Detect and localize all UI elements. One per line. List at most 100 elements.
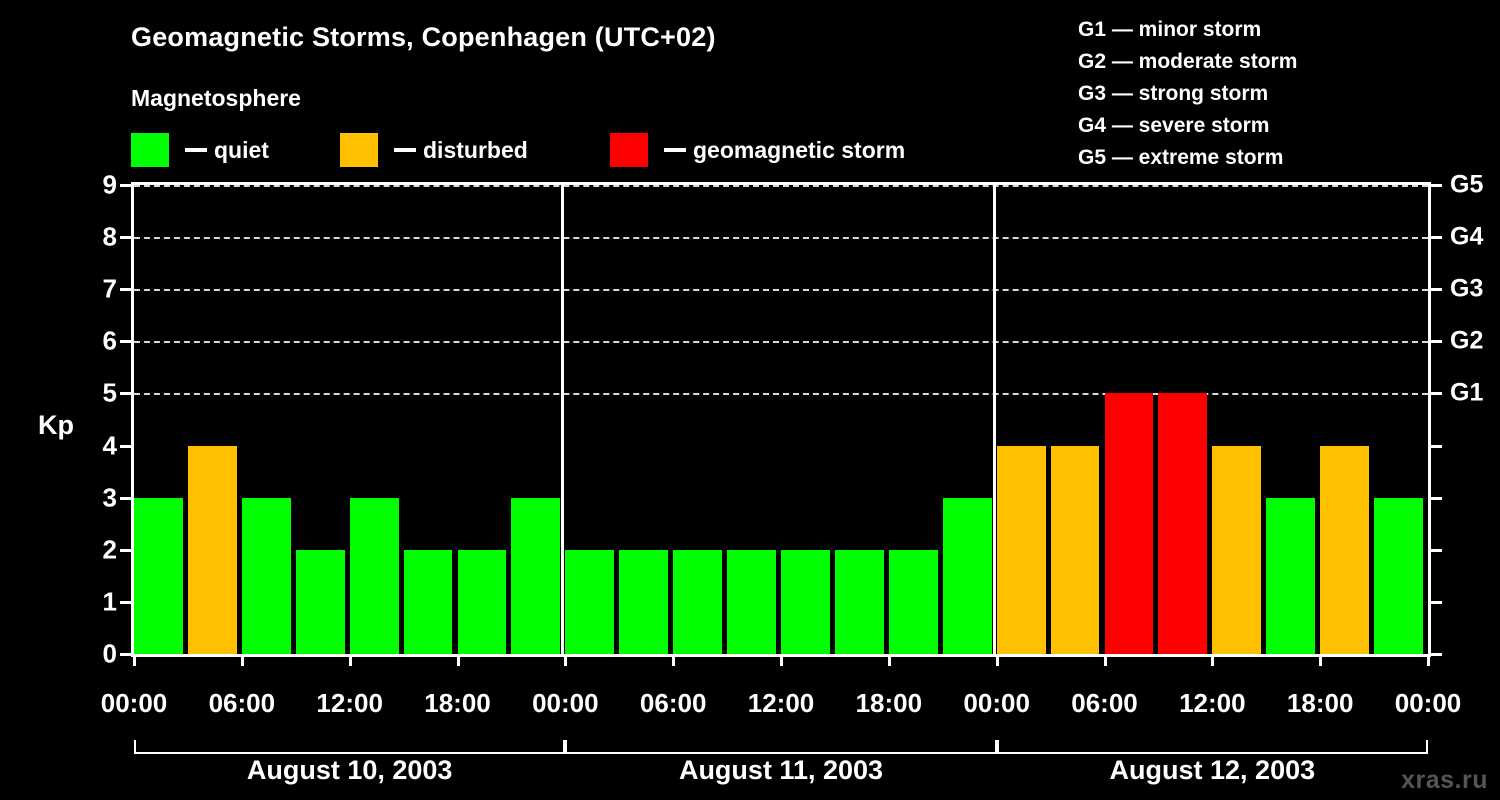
- bar: [888, 549, 938, 654]
- day-caption: August 10, 2003: [246, 755, 453, 785]
- kp-tick-label-0: 0: [102, 638, 117, 669]
- gridline-kp-6: [134, 341, 1428, 344]
- g-tick-mark: [1429, 288, 1442, 292]
- time-tick-mark: [348, 654, 352, 666]
- kp-tick-mark: [120, 236, 133, 240]
- storm-swatch: [610, 133, 648, 167]
- time-tick-label: 06:00: [1071, 688, 1138, 718]
- kp-tick-mark: [120, 653, 133, 656]
- time-tick-label: 12:00: [1179, 688, 1246, 718]
- g-tick-mark: [1429, 392, 1442, 396]
- time-tick-label: 00:00: [100, 688, 168, 718]
- bar: [1050, 445, 1100, 654]
- bar: [781, 549, 830, 654]
- kp-tick-label-9: 9: [102, 169, 117, 200]
- quiet-swatch: [131, 133, 169, 167]
- time-tick-mark: [780, 654, 783, 666]
- g-minor-tick-mark: [1429, 496, 1442, 500]
- time-tick-label: 06:00: [639, 688, 707, 718]
- bar: [565, 549, 615, 654]
- g-scale-line-2: G2 — moderate storm: [1078, 50, 1298, 73]
- legend-dash-icon: [664, 148, 686, 152]
- g-scale-line-1: G1 — minor storm: [1078, 18, 1262, 41]
- time-tick-mark: [995, 654, 999, 666]
- bar: [295, 549, 345, 654]
- g-tick-mark: [1429, 340, 1442, 344]
- bar: [457, 549, 507, 654]
- kp-tick-mark: [120, 444, 133, 448]
- time-tick-label: 18:00: [855, 688, 923, 718]
- legend-item-1: disturbed: [340, 132, 528, 168]
- bar: [241, 497, 291, 654]
- bar: [349, 497, 399, 654]
- g-tick-label-G2: G2: [1450, 326, 1484, 355]
- chart-subtitle: Magnetosphere: [131, 85, 301, 111]
- day-bracket: [565, 740, 997, 754]
- kp-tick-label-1: 1: [102, 586, 117, 617]
- legend-label: disturbed: [423, 136, 528, 163]
- g-tick-mark: [1429, 236, 1442, 240]
- bar: [619, 549, 669, 654]
- bar: [511, 497, 561, 654]
- time-tick-label: 00:00: [1394, 688, 1462, 718]
- g-scale-legend: G1 — minor storm G2 — moderate storm G3 — …: [1078, 14, 1297, 174]
- kp-tick-mark: [120, 600, 133, 604]
- kp-tick-label-4: 4: [102, 430, 117, 461]
- day-caption: August 12, 2003: [1109, 755, 1316, 785]
- day-caption: August 11, 2003: [678, 755, 884, 785]
- day-bracket: [134, 740, 566, 754]
- time-tick-mark: [1211, 654, 1215, 666]
- g-minor-tick-mark: [1429, 548, 1442, 552]
- g-tick-mark: [1429, 184, 1442, 187]
- page-title: Geomagnetic Storms, Copenhagen (UTC+02): [131, 22, 716, 52]
- bar: [942, 497, 992, 654]
- legend-item-2: geomagnetic storm: [610, 132, 905, 168]
- plot-area: [131, 182, 1431, 657]
- bar: [1158, 393, 1208, 654]
- kp-tick-mark: [120, 340, 133, 344]
- time-tick-label: 06:00: [208, 688, 276, 718]
- time-tick-mark: [133, 654, 136, 666]
- gridline-kp-5: [134, 393, 1428, 396]
- g-minor-tick-mark: [1429, 444, 1442, 448]
- g-tick-label-G1: G1: [1450, 378, 1484, 407]
- disturbed-swatch: [340, 133, 378, 167]
- time-tick-mark: [1103, 654, 1107, 666]
- kp-tick-mark: [120, 184, 133, 187]
- bar: [673, 549, 723, 654]
- kp-tick-label-2: 2: [102, 534, 117, 565]
- bar: [134, 497, 183, 654]
- bar: [996, 445, 1046, 654]
- bar: [1374, 497, 1423, 654]
- time-tick-mark: [672, 654, 676, 666]
- kp-tick-label-5: 5: [102, 377, 117, 408]
- bar: [187, 445, 237, 654]
- bar: [1266, 497, 1316, 654]
- kp-tick-label-8: 8: [102, 221, 117, 252]
- kp-tick-label-7: 7: [102, 273, 117, 304]
- time-tick-mark: [1427, 654, 1430, 666]
- g-tick-label-G4: G4: [1450, 222, 1484, 251]
- watermark: xras.ru: [1401, 766, 1488, 794]
- day-separator: [561, 185, 565, 654]
- gridline-kp-8: [134, 237, 1428, 240]
- time-tick-label: 18:00: [424, 688, 491, 718]
- g-minor-tick-mark: [1429, 600, 1442, 604]
- kp-tick-label-3: 3: [102, 482, 117, 513]
- time-tick-label: 12:00: [747, 688, 815, 718]
- kp-tick-mark: [120, 496, 133, 500]
- bar: [727, 549, 776, 654]
- gridline-kp-7: [134, 289, 1428, 292]
- legend-item-0: quiet: [131, 132, 269, 168]
- time-tick-mark: [887, 654, 891, 666]
- plot-inner: [134, 185, 1428, 654]
- g-tick-label-G3: G3: [1450, 274, 1484, 303]
- time-tick-mark: [240, 654, 244, 666]
- kp-tick-mark: [120, 548, 133, 552]
- time-tick-mark: [1319, 654, 1323, 666]
- time-tick-mark: [564, 654, 568, 666]
- gridline-kp-9: [134, 185, 1428, 187]
- time-tick-label: 00:00: [963, 688, 1030, 718]
- kp-tick-mark: [120, 288, 133, 292]
